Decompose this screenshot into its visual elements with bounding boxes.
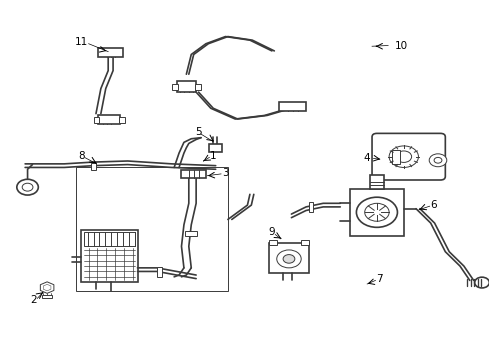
Bar	[209, 144, 222, 152]
Circle shape	[429, 154, 447, 167]
Circle shape	[283, 255, 295, 263]
FancyBboxPatch shape	[372, 134, 445, 180]
Bar	[195, 84, 200, 90]
Circle shape	[389, 146, 418, 167]
Circle shape	[277, 250, 301, 268]
Bar	[119, 117, 125, 123]
Polygon shape	[40, 282, 54, 293]
Polygon shape	[43, 284, 51, 291]
Text: 3: 3	[222, 168, 229, 178]
Bar	[172, 84, 178, 90]
Bar	[84, 232, 135, 246]
Circle shape	[434, 157, 442, 163]
Circle shape	[396, 151, 412, 162]
Bar	[301, 240, 309, 244]
Text: 1: 1	[210, 150, 217, 161]
Text: 6: 6	[430, 200, 437, 210]
Text: 2: 2	[30, 295, 37, 305]
Bar	[270, 240, 277, 244]
Circle shape	[365, 203, 389, 221]
Text: 11: 11	[74, 37, 88, 47]
Bar	[81, 230, 138, 282]
Text: 4: 4	[364, 153, 370, 163]
Bar	[181, 170, 206, 178]
Bar	[309, 202, 314, 212]
Bar	[350, 189, 404, 235]
Bar	[91, 163, 96, 170]
Text: 10: 10	[395, 41, 408, 50]
Bar	[76, 167, 228, 291]
Text: 7: 7	[376, 274, 383, 284]
Circle shape	[475, 277, 490, 288]
Bar	[98, 116, 121, 125]
Circle shape	[17, 179, 38, 195]
Text: 9: 9	[269, 227, 275, 237]
Circle shape	[22, 183, 33, 191]
Bar	[369, 175, 384, 189]
Text: 5: 5	[196, 127, 202, 136]
Bar	[392, 149, 400, 164]
Bar	[94, 117, 99, 123]
Bar	[270, 243, 309, 273]
Bar	[279, 102, 306, 111]
Bar	[157, 267, 162, 277]
Circle shape	[356, 197, 397, 227]
Bar	[176, 81, 196, 92]
Bar	[98, 48, 123, 57]
Text: 8: 8	[78, 151, 85, 161]
Bar	[42, 295, 52, 298]
Bar	[185, 231, 196, 235]
